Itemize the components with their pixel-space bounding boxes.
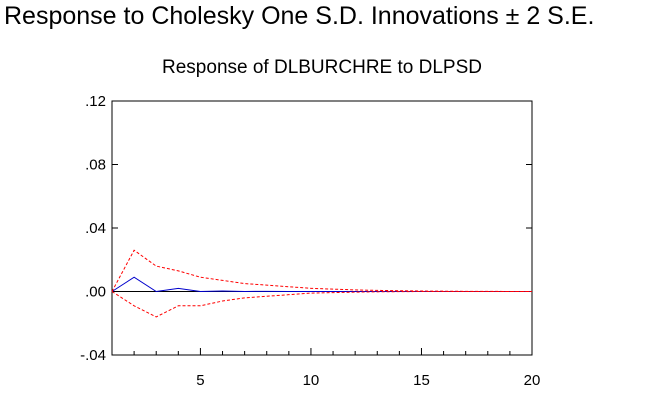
y-tick-label: .00 [85,284,106,301]
y-tick-label: .08 [85,157,106,174]
figure-title: Response to Cholesky One S.D. Innovation… [4,2,595,30]
plot-frame [111,100,533,356]
lower-band-line [111,291,532,318]
x-tick-label: 5 [196,372,204,389]
y-tick-label: .04 [85,220,106,237]
upper-band-line [111,249,532,292]
x-tick-label: 15 [413,372,430,389]
chart-title: Response of DLBURCHRE to DLPSD [162,57,482,78]
x-tick-label: 10 [303,372,320,389]
y-tick-label: .12 [85,93,106,110]
x-tick-label: 20 [524,372,541,389]
response-line [111,276,532,293]
y-tick-label: -.04 [80,347,106,364]
